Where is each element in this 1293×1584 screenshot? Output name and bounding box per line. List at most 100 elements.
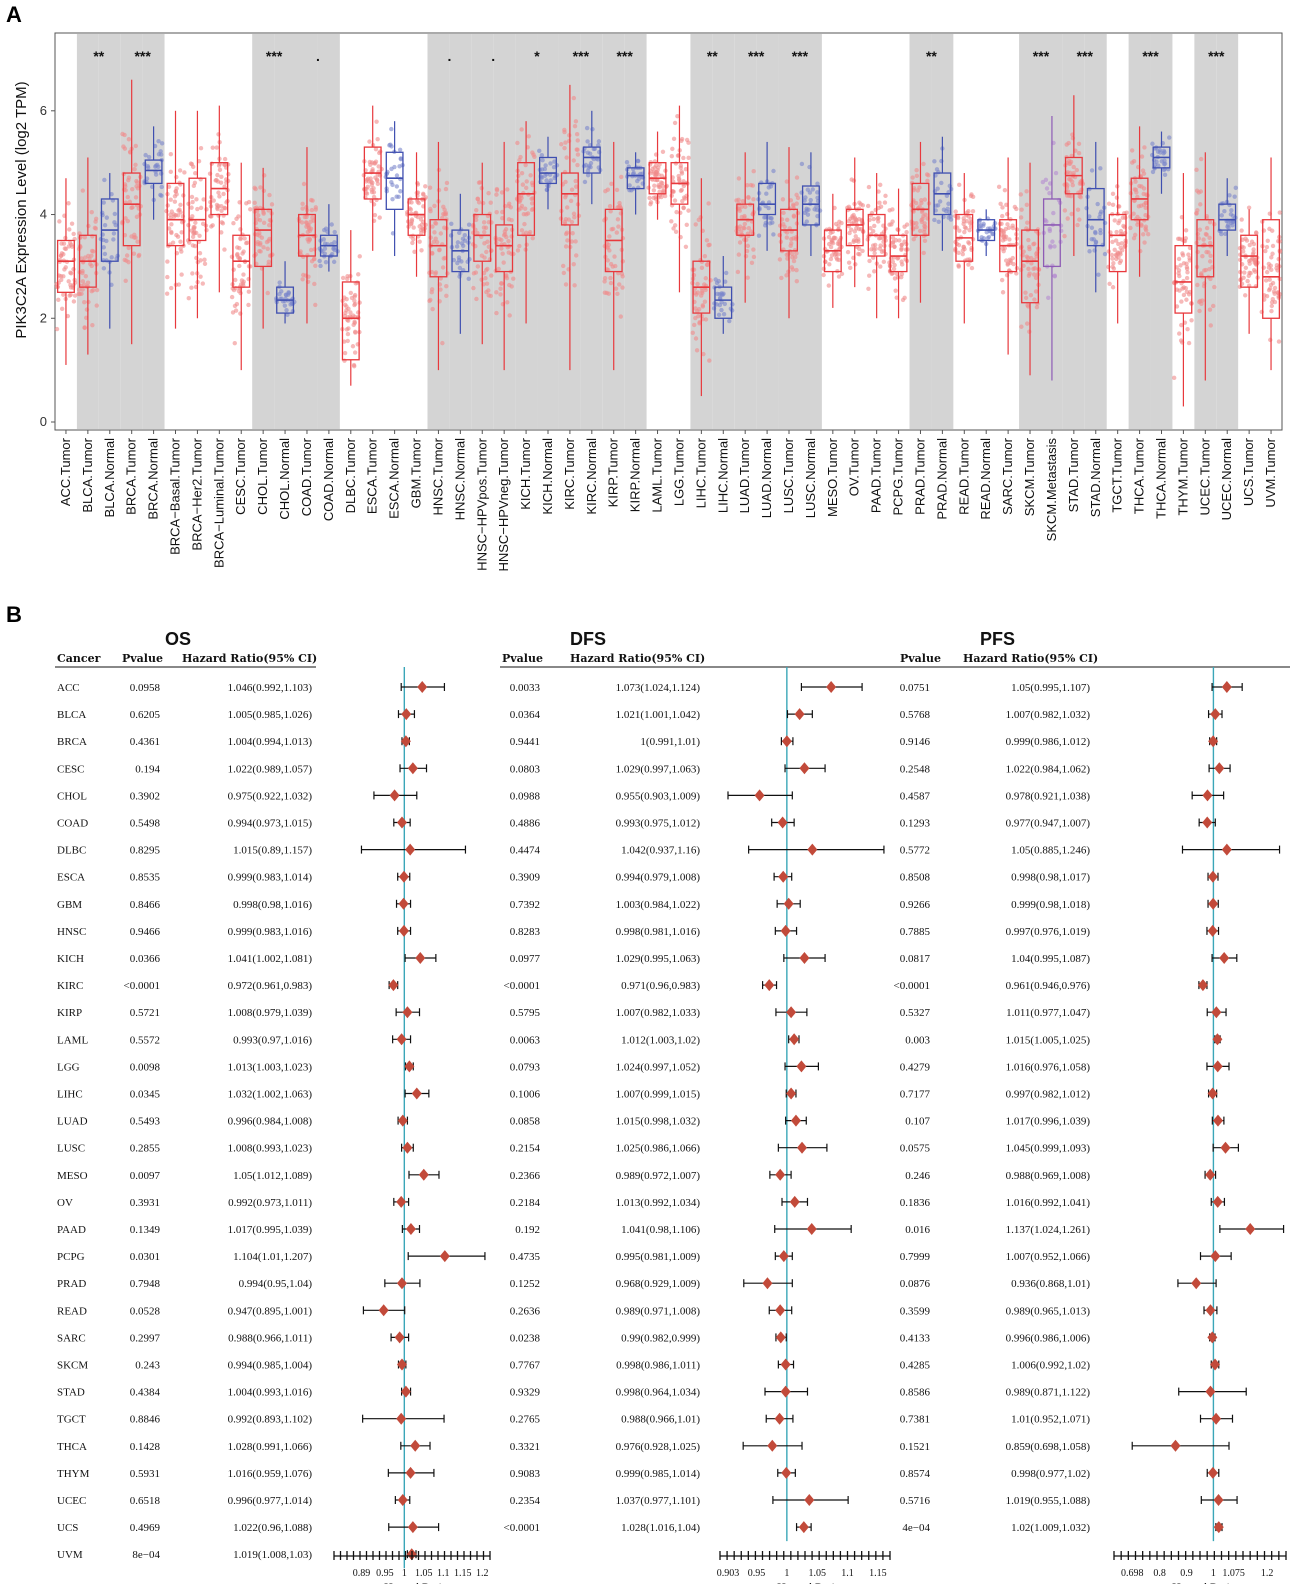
data-point xyxy=(1277,210,1282,215)
data-point xyxy=(1230,219,1236,224)
data-point xyxy=(1065,216,1070,221)
xtick-label: LUAD.Normal xyxy=(759,438,774,518)
os-pvalue: 0.9466 xyxy=(130,926,161,938)
pfs-pvalue: 0.7177 xyxy=(900,1089,931,1101)
data-point xyxy=(1270,251,1275,256)
data-point xyxy=(873,207,878,213)
data-point xyxy=(432,203,437,209)
data-point xyxy=(481,220,487,225)
data-point xyxy=(1141,191,1146,197)
data-point xyxy=(67,227,72,232)
significance-mark: ** xyxy=(93,48,104,64)
data-point xyxy=(1119,241,1125,246)
data-point xyxy=(878,264,883,269)
data-point xyxy=(790,255,795,260)
data-point xyxy=(245,240,250,245)
data-point xyxy=(132,167,137,172)
data-point xyxy=(1034,304,1040,310)
data-point xyxy=(1023,295,1029,301)
data-point xyxy=(169,230,174,236)
data-point xyxy=(1161,167,1167,173)
data-point xyxy=(692,322,697,328)
data-point xyxy=(233,277,238,283)
data-point xyxy=(433,236,438,241)
data-point xyxy=(475,264,481,269)
pfs-hr-diamond xyxy=(1205,1304,1216,1317)
data-point xyxy=(155,162,160,168)
box-pcpg-tumor xyxy=(889,234,908,273)
data-point xyxy=(145,165,151,170)
data-point xyxy=(377,215,382,220)
os-pvalue: 0.5721 xyxy=(130,1007,160,1019)
data-point xyxy=(340,275,346,281)
dfs-hr-diamond xyxy=(806,1223,817,1235)
data-point xyxy=(1247,242,1252,248)
data-point xyxy=(892,262,897,268)
data-point xyxy=(462,232,467,238)
cancer-label: SKCM xyxy=(57,1360,88,1372)
cancer-label: LGG xyxy=(57,1061,80,1073)
xtick-label: THCA.Tumor xyxy=(1132,437,1147,514)
data-point xyxy=(960,252,965,257)
dfs-hr-ci: 1.012(1.003,1.02) xyxy=(621,1034,700,1046)
xtick-label: SARC.Tumor xyxy=(1000,437,1015,514)
dfs-tick-label: 0.95 xyxy=(748,1568,766,1579)
dfs-xlabel: Hazard Ratio xyxy=(777,1580,841,1584)
xtick-label: STAD.Normal xyxy=(1088,438,1103,517)
cancer-label: PCPG xyxy=(57,1251,85,1263)
data-point xyxy=(647,195,652,201)
significance-mark: ** xyxy=(707,48,718,64)
data-point xyxy=(702,253,708,259)
data-point xyxy=(258,249,263,254)
data-point xyxy=(899,274,904,280)
data-point xyxy=(471,271,477,276)
data-point xyxy=(438,287,443,292)
data-point xyxy=(123,188,128,193)
data-point xyxy=(307,226,312,232)
data-point xyxy=(1143,205,1148,210)
pfs-hr-diamond xyxy=(1208,735,1219,748)
os-tick-label: 0.89 xyxy=(353,1568,371,1579)
significance-mark: *** xyxy=(1208,48,1225,64)
data-point xyxy=(258,185,263,190)
data-point xyxy=(1118,258,1124,264)
data-point xyxy=(670,146,675,152)
data-point xyxy=(560,263,566,269)
xtick-label: UCEC.Normal xyxy=(1219,438,1234,520)
dfs-hr-diamond xyxy=(775,1331,786,1344)
data-point xyxy=(499,190,505,195)
data-point xyxy=(125,194,131,200)
data-point xyxy=(494,209,499,215)
data-point xyxy=(200,281,206,286)
data-point xyxy=(717,295,723,301)
data-point xyxy=(266,238,271,244)
data-point xyxy=(707,242,712,247)
shade-band xyxy=(98,34,121,429)
data-point xyxy=(984,229,989,235)
os-hr-ci: 0.999(0.983,1.016) xyxy=(228,926,313,938)
data-point xyxy=(849,227,854,232)
data-point xyxy=(219,208,224,213)
data-point xyxy=(933,203,939,208)
data-point xyxy=(804,219,809,224)
data-point xyxy=(868,225,873,231)
significance-mark: *** xyxy=(1077,48,1094,64)
data-point xyxy=(1025,220,1030,225)
os-pvalue: 0.5931 xyxy=(130,1468,160,1480)
data-point xyxy=(1043,177,1049,182)
data-point xyxy=(269,202,275,207)
data-point xyxy=(1183,228,1189,233)
dfs-hr-diamond xyxy=(775,1304,786,1317)
dfs-pvalue: 0.2154 xyxy=(510,1143,541,1155)
data-point xyxy=(716,312,722,318)
data-point xyxy=(703,287,708,293)
data-point xyxy=(791,206,797,211)
data-point xyxy=(515,140,520,146)
dfs-pvalue: 0.2765 xyxy=(510,1414,541,1426)
pfs-hr-diamond xyxy=(1207,1466,1218,1479)
data-point xyxy=(248,207,253,212)
data-point xyxy=(899,242,905,247)
dfs-pvalue: 0.0063 xyxy=(510,1034,541,1046)
data-point xyxy=(329,251,335,257)
data-point xyxy=(856,246,862,252)
